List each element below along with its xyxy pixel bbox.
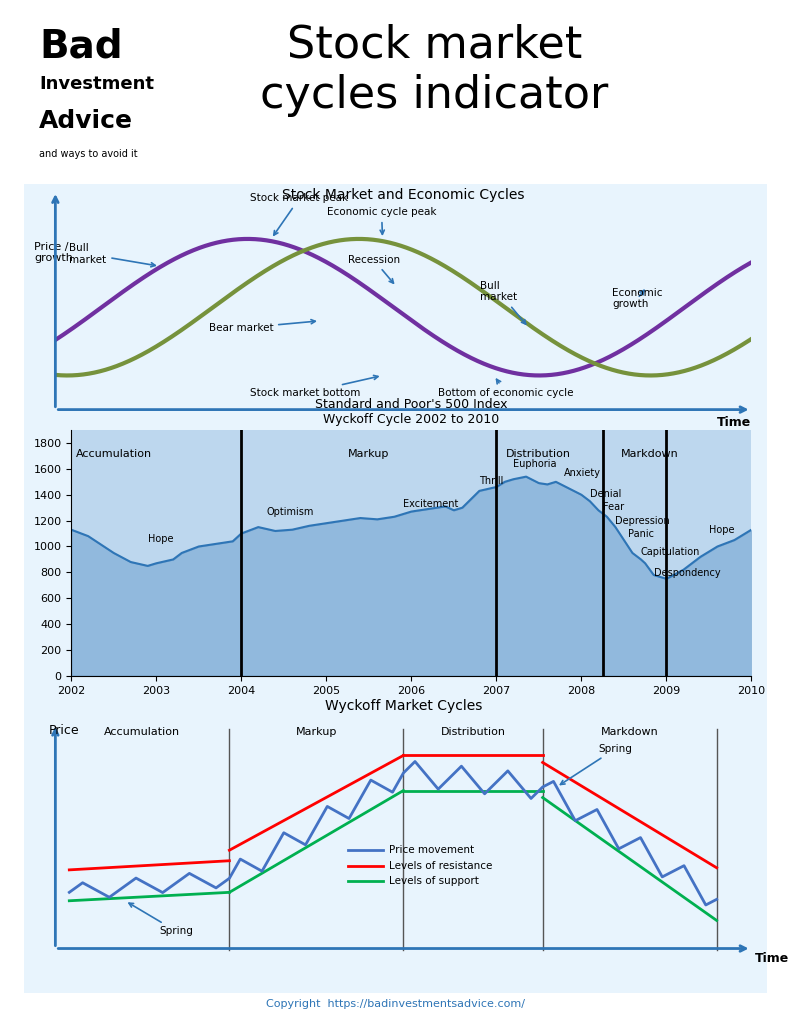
Text: Recession: Recession: [348, 255, 399, 284]
Text: Accumulation: Accumulation: [76, 450, 152, 460]
Text: Capitulation: Capitulation: [641, 547, 700, 557]
Text: Markdown: Markdown: [600, 727, 659, 737]
Text: Depression: Depression: [615, 516, 670, 525]
Text: Anxiety: Anxiety: [564, 468, 601, 478]
Text: Bull
market: Bull market: [70, 244, 155, 267]
Text: Levels of resistance: Levels of resistance: [389, 860, 493, 870]
Text: Stock market bottom: Stock market bottom: [250, 376, 378, 398]
Text: Markup: Markup: [296, 727, 337, 737]
Text: Distribution: Distribution: [441, 727, 505, 737]
Text: Hope: Hope: [709, 525, 734, 535]
Title: Standard and Poor's 500 Index
Wyckoff Cycle 2002 to 2010: Standard and Poor's 500 Index Wyckoff Cy…: [315, 398, 508, 426]
Text: Price movement: Price movement: [389, 845, 475, 855]
Text: Bad: Bad: [39, 28, 123, 66]
Text: Stock market peak: Stock market peak: [250, 194, 348, 236]
Text: Euphoria: Euphoria: [513, 459, 557, 469]
Text: Spring: Spring: [129, 903, 194, 937]
Text: Time: Time: [717, 417, 751, 429]
Text: Thrill: Thrill: [479, 476, 504, 485]
Text: Stock market
cycles indicator: Stock market cycles indicator: [260, 24, 608, 117]
Text: Bear market: Bear market: [209, 319, 316, 333]
Text: Bull
market: Bull market: [480, 281, 526, 325]
Text: Economic
growth: Economic growth: [612, 288, 663, 309]
Text: Bottom of economic cycle: Bottom of economic cycle: [438, 379, 573, 398]
Text: Panic: Panic: [628, 528, 654, 539]
Text: Markdown: Markdown: [620, 450, 679, 460]
Text: Levels of support: Levels of support: [389, 877, 479, 886]
Text: Advice: Advice: [39, 109, 133, 133]
Text: and ways to avoid it: and ways to avoid it: [39, 150, 138, 160]
Text: Excitement: Excitement: [403, 499, 458, 509]
Text: Distribution: Distribution: [506, 450, 571, 460]
Text: Investment: Investment: [39, 75, 154, 93]
Text: Price /
growth: Price / growth: [35, 242, 74, 263]
Text: Markup: Markup: [348, 450, 389, 460]
Title: Wyckoff Market Cycles: Wyckoff Market Cycles: [325, 698, 482, 713]
Text: Stock Market and Economic Cycles: Stock Market and Economic Cycles: [282, 187, 524, 202]
Text: Price: Price: [48, 724, 79, 737]
Text: Economic cycle peak: Economic cycle peak: [327, 207, 437, 234]
Text: Time: Time: [755, 952, 789, 965]
Text: Copyright  https://badinvestmentsadvice.com/: Copyright https://badinvestmentsadvice.c…: [266, 998, 525, 1009]
FancyBboxPatch shape: [17, 176, 774, 1001]
Text: Optimism: Optimism: [267, 507, 314, 517]
Text: Accumulation: Accumulation: [104, 727, 180, 737]
Text: Despondency: Despondency: [653, 567, 721, 578]
Text: Spring: Spring: [561, 743, 632, 784]
Text: Denial: Denial: [590, 488, 621, 499]
Text: Hope: Hope: [148, 534, 173, 544]
Text: Fear: Fear: [603, 502, 624, 512]
